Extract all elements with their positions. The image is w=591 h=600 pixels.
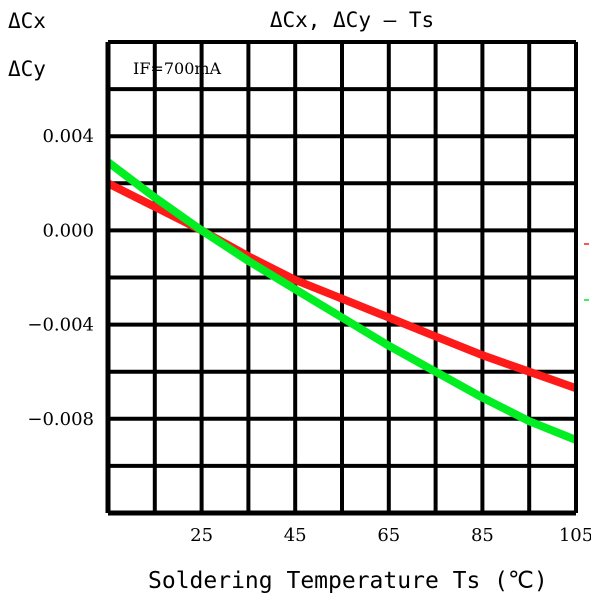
y-tick-label: 0.004 — [42, 126, 94, 147]
x-axis-label: Soldering Temperature Ts (℃) — [148, 568, 548, 594]
chart-title: ΔCx, ΔCy – Ts — [270, 8, 434, 32]
x-tick-label: 105 — [559, 525, 591, 546]
y-axis-label-top: ΔCx — [8, 9, 46, 33]
y-axis-label-bottom: ΔCy — [8, 57, 46, 81]
y-tick-label: 0.000 — [42, 220, 94, 241]
x-tick-label: 65 — [377, 525, 400, 546]
chart-series — [105, 158, 578, 444]
series-line-2 — [105, 158, 578, 444]
series-end-markers — [584, 243, 589, 301]
x-tick-label: 25 — [190, 525, 213, 546]
plot-frame — [105, 40, 578, 516]
chart-grid — [108, 42, 576, 513]
y-tick-label: −0.008 — [27, 409, 94, 430]
tick-labels: 25 45 65 85 105 0.004 0.000 −0.004 −0.008 — [27, 126, 591, 546]
x-tick-label: 45 — [284, 525, 307, 546]
annotation-label: IF=700mA — [133, 59, 222, 78]
x-tick-label: 85 — [471, 525, 494, 546]
y-tick-label: −0.004 — [27, 315, 94, 336]
